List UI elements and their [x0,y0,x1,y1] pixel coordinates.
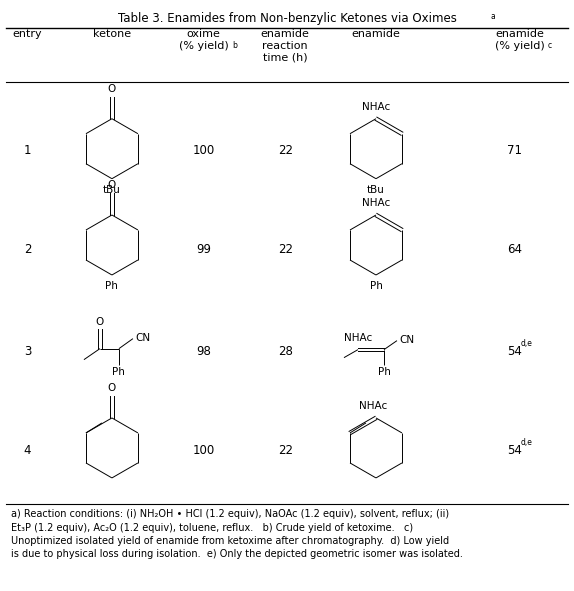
Text: NHAc: NHAc [359,401,387,411]
Text: 22: 22 [278,144,293,157]
Text: 2: 2 [24,243,32,256]
Text: 1: 1 [24,144,32,157]
Text: 22: 22 [278,444,293,457]
Text: 71: 71 [507,144,522,157]
Text: Ph: Ph [378,366,390,376]
Text: O: O [108,384,116,394]
Text: 64: 64 [507,243,522,256]
Text: O: O [96,317,104,327]
Text: Ph: Ph [370,281,382,291]
Text: Table 3. Enamides from Non-benzylic Ketones via Oximes: Table 3. Enamides from Non-benzylic Keto… [118,12,456,25]
Text: CN: CN [399,335,414,345]
Text: tBu: tBu [103,185,121,194]
Text: 100: 100 [193,444,215,457]
Text: 4: 4 [24,444,32,457]
Text: 54: 54 [507,345,522,358]
Text: O: O [108,180,116,190]
Text: 28: 28 [278,345,293,358]
Text: d,e: d,e [521,339,532,348]
Text: 3: 3 [24,345,31,358]
Text: d,e: d,e [521,439,532,447]
Text: Ph: Ph [106,281,118,291]
Text: entry: entry [13,30,42,40]
Text: 100: 100 [193,144,215,157]
Text: tBu: tBu [367,185,385,194]
Text: NHAc: NHAc [362,102,390,112]
Text: 99: 99 [196,243,211,256]
Text: a) Reaction conditions: (i) NH₂OH • HCl (1.2 equiv), NaOAc (1.2 equiv), solvent,: a) Reaction conditions: (i) NH₂OH • HCl … [11,509,463,559]
Text: 54: 54 [507,444,522,457]
Text: ketone: ketone [93,30,131,40]
Text: 22: 22 [278,243,293,256]
Text: 98: 98 [196,345,211,358]
Text: Ph: Ph [113,366,125,376]
Text: enamide
(% yield): enamide (% yield) [495,30,544,51]
Text: enamide: enamide [351,30,401,40]
Text: O: O [108,84,116,94]
Text: b: b [232,41,236,50]
Text: CN: CN [135,333,150,343]
Text: NHAc: NHAc [344,333,372,343]
Text: c: c [548,41,552,50]
Text: a: a [491,12,495,21]
Text: enamide
reaction
time (h): enamide reaction time (h) [261,30,310,63]
Text: oxime
(% yield): oxime (% yield) [179,30,228,51]
Text: NHAc: NHAc [362,198,390,208]
